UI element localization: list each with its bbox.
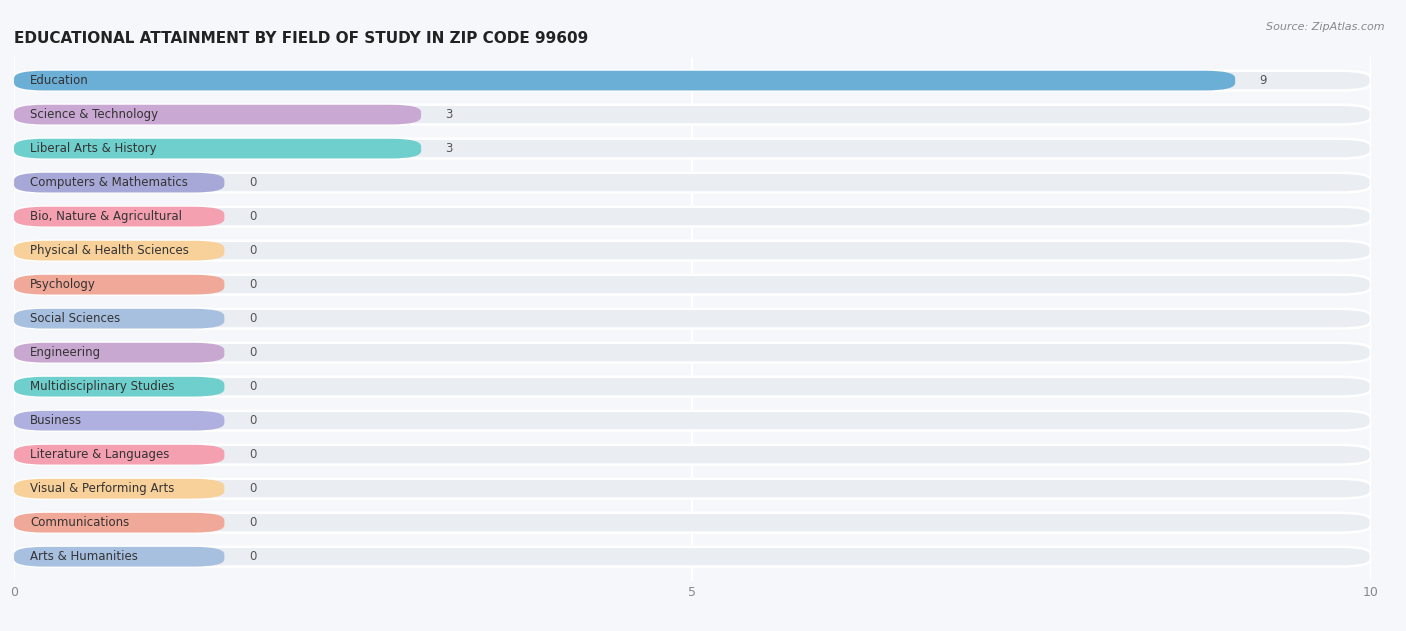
- Text: 0: 0: [249, 380, 256, 393]
- Text: 0: 0: [249, 482, 256, 495]
- Text: Business: Business: [31, 414, 83, 427]
- FancyBboxPatch shape: [14, 547, 225, 567]
- Text: 3: 3: [446, 142, 453, 155]
- FancyBboxPatch shape: [14, 241, 1371, 261]
- FancyBboxPatch shape: [14, 173, 225, 192]
- FancyBboxPatch shape: [14, 71, 1371, 90]
- Text: EDUCATIONAL ATTAINMENT BY FIELD OF STUDY IN ZIP CODE 99609: EDUCATIONAL ATTAINMENT BY FIELD OF STUDY…: [14, 31, 588, 46]
- FancyBboxPatch shape: [14, 343, 225, 363]
- Text: 9: 9: [1260, 74, 1267, 87]
- Text: Computers & Mathematics: Computers & Mathematics: [31, 176, 188, 189]
- Text: 0: 0: [249, 346, 256, 359]
- Text: Bio, Nature & Agricultural: Bio, Nature & Agricultural: [31, 210, 183, 223]
- FancyBboxPatch shape: [14, 411, 225, 430]
- Text: 0: 0: [249, 414, 256, 427]
- Text: Engineering: Engineering: [31, 346, 101, 359]
- Text: Science & Technology: Science & Technology: [31, 108, 159, 121]
- FancyBboxPatch shape: [14, 105, 422, 124]
- FancyBboxPatch shape: [14, 445, 225, 464]
- FancyBboxPatch shape: [14, 309, 225, 329]
- Text: Multidisciplinary Studies: Multidisciplinary Studies: [31, 380, 174, 393]
- FancyBboxPatch shape: [14, 274, 1371, 295]
- FancyBboxPatch shape: [14, 411, 1371, 430]
- FancyBboxPatch shape: [14, 479, 1371, 498]
- Text: 0: 0: [249, 448, 256, 461]
- FancyBboxPatch shape: [14, 139, 422, 158]
- FancyBboxPatch shape: [14, 139, 1371, 158]
- FancyBboxPatch shape: [14, 173, 1371, 192]
- FancyBboxPatch shape: [14, 207, 1371, 227]
- FancyBboxPatch shape: [14, 343, 1371, 363]
- FancyBboxPatch shape: [14, 513, 1371, 533]
- Text: Arts & Humanities: Arts & Humanities: [31, 550, 138, 563]
- FancyBboxPatch shape: [14, 547, 1371, 567]
- FancyBboxPatch shape: [14, 71, 1236, 90]
- Text: 0: 0: [249, 244, 256, 257]
- Text: Liberal Arts & History: Liberal Arts & History: [31, 142, 157, 155]
- FancyBboxPatch shape: [14, 309, 1371, 329]
- Text: Physical & Health Sciences: Physical & Health Sciences: [31, 244, 190, 257]
- Text: 0: 0: [249, 210, 256, 223]
- Text: 3: 3: [446, 108, 453, 121]
- FancyBboxPatch shape: [14, 241, 225, 261]
- Text: Visual & Performing Arts: Visual & Performing Arts: [31, 482, 174, 495]
- FancyBboxPatch shape: [14, 479, 225, 498]
- Text: 0: 0: [249, 278, 256, 291]
- Text: Source: ZipAtlas.com: Source: ZipAtlas.com: [1267, 22, 1385, 32]
- Text: Literature & Languages: Literature & Languages: [31, 448, 170, 461]
- FancyBboxPatch shape: [14, 377, 225, 396]
- Text: Education: Education: [31, 74, 89, 87]
- Text: 0: 0: [249, 312, 256, 325]
- FancyBboxPatch shape: [14, 445, 1371, 464]
- Text: Psychology: Psychology: [31, 278, 96, 291]
- FancyBboxPatch shape: [14, 274, 225, 295]
- Text: 0: 0: [249, 176, 256, 189]
- Text: 0: 0: [249, 516, 256, 529]
- FancyBboxPatch shape: [14, 207, 225, 227]
- Text: 0: 0: [249, 550, 256, 563]
- FancyBboxPatch shape: [14, 513, 225, 533]
- FancyBboxPatch shape: [14, 105, 1371, 124]
- Text: Communications: Communications: [31, 516, 129, 529]
- Text: Social Sciences: Social Sciences: [31, 312, 121, 325]
- FancyBboxPatch shape: [14, 377, 1371, 396]
